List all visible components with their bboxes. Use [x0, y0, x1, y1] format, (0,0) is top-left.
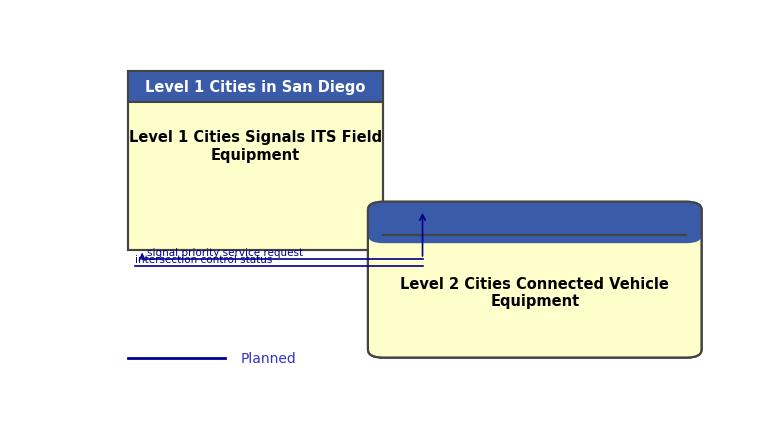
Text: Level 1 Cities in San Diego: Level 1 Cities in San Diego [146, 80, 366, 95]
Text: Planned: Planned [240, 351, 296, 365]
Bar [383, 223, 687, 235]
FancyBboxPatch shape [368, 202, 702, 358]
Bar [128, 71, 383, 250]
Bar [128, 71, 383, 250]
Text: Level 1 Cities Signals ITS Field
Equipment: Level 1 Cities Signals ITS Field Equipme… [129, 130, 382, 162]
Text: signal priority service request: signal priority service request [147, 247, 303, 257]
Bar [128, 71, 383, 103]
FancyBboxPatch shape [368, 202, 702, 244]
Text: intersection control status: intersection control status [135, 254, 272, 264]
Text: Level 2 Cities Connected Vehicle
Equipment: Level 2 Cities Connected Vehicle Equipme… [400, 276, 669, 309]
